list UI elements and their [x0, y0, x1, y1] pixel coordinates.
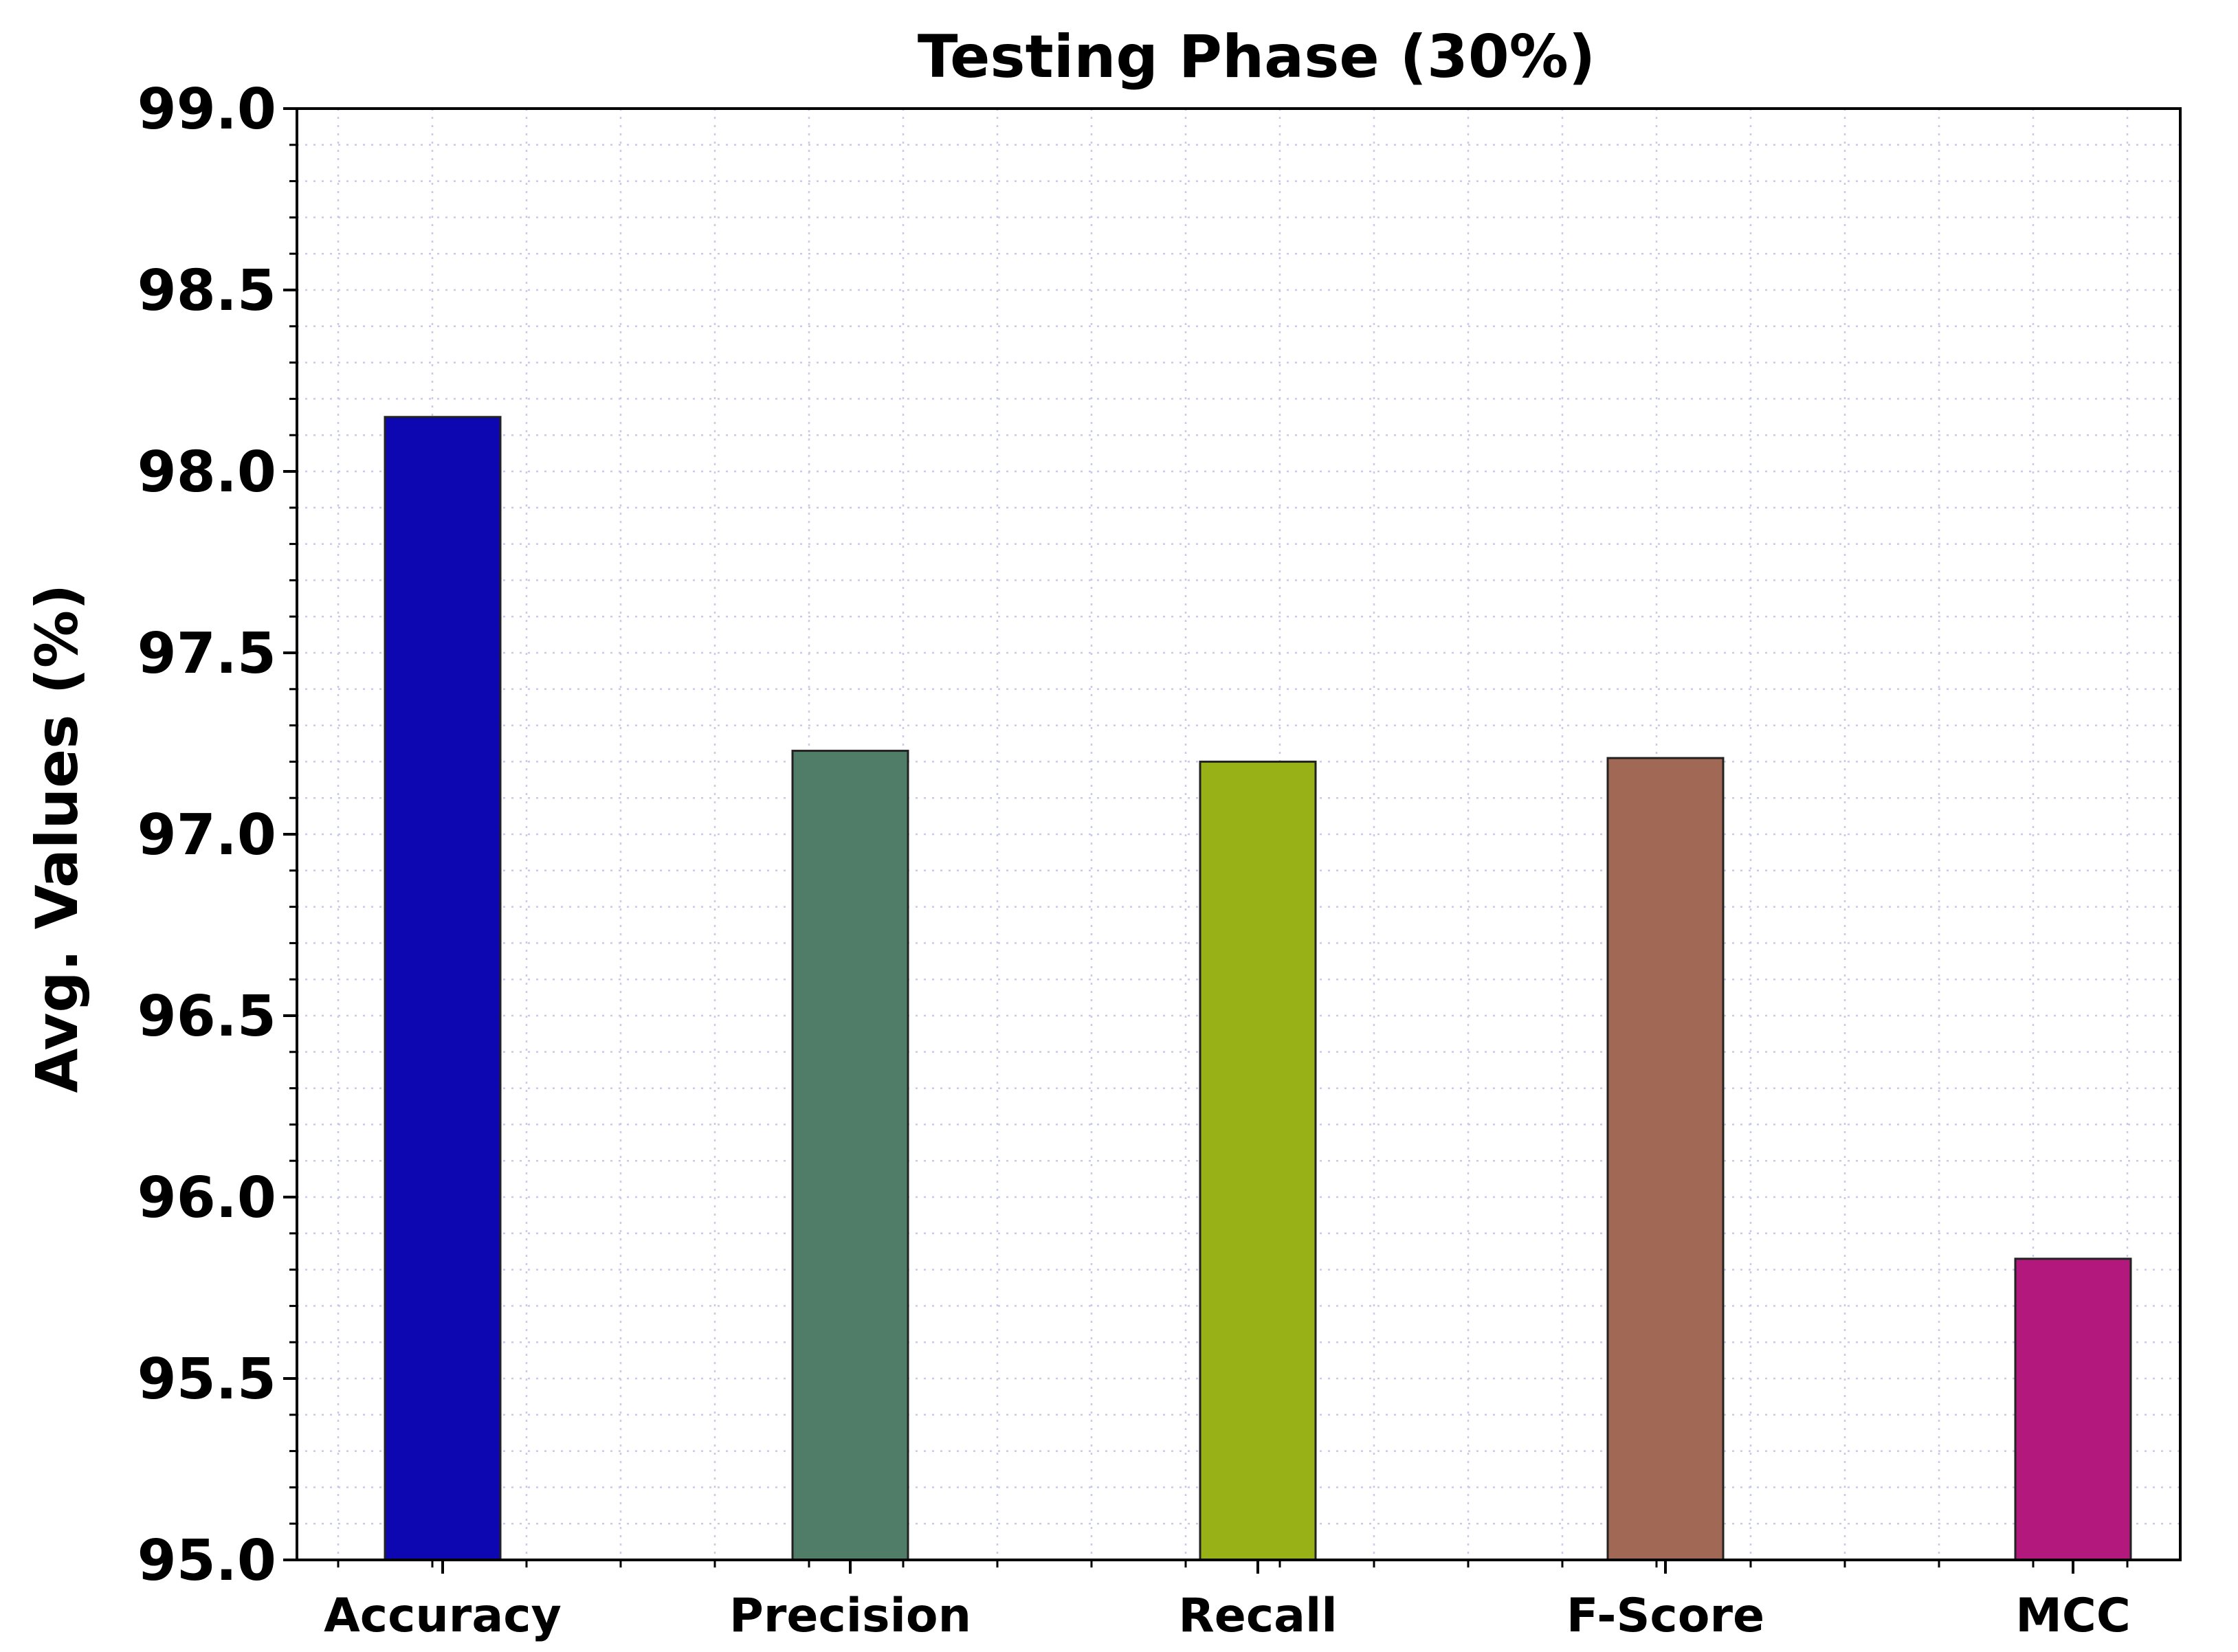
bar-mcc: [2014, 1258, 2132, 1561]
y-tick-label: 99.0: [137, 77, 276, 142]
x-tick-label-f-score: F-Score: [1566, 1589, 1764, 1643]
bar-precision: [791, 750, 909, 1561]
y-tick-label: 98.5: [137, 258, 276, 324]
bar-accuracy: [384, 416, 502, 1561]
bars: [384, 416, 2132, 1561]
x-tick-label-accuracy: Accuracy: [324, 1589, 562, 1643]
bar-recall: [1199, 760, 1317, 1561]
y-tick-label: 95.0: [137, 1528, 276, 1594]
y-axis-label: Avg. Values (%): [23, 584, 91, 1093]
y-tick-label: 97.5: [137, 621, 276, 687]
y-tick-label: 96.0: [137, 1165, 276, 1231]
x-tick-label-mcc: MCC: [2015, 1589, 2130, 1643]
x-tick-label-recall: Recall: [1178, 1589, 1337, 1643]
chart-title: Testing Phase (30%): [918, 23, 1595, 91]
y-tick-label: 95.5: [137, 1347, 276, 1412]
bar-f-score: [1606, 757, 1725, 1561]
y-tick-label: 96.5: [137, 984, 276, 1049]
axes: 95.0 95.5 96.0 96.5 97.0 97.5 98.0 98.5 99.0 Accu…: [137, 77, 2182, 1643]
y-tick-label: 97.0: [137, 803, 276, 868]
x-tick-label-precision: Precision: [729, 1589, 971, 1643]
y-tick-label: 98.0: [137, 440, 276, 505]
